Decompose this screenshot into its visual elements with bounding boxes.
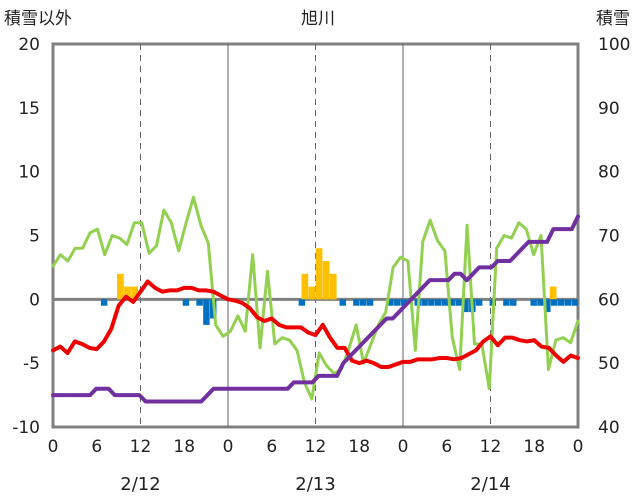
snow-decrease-bar xyxy=(509,299,517,306)
x-tick-label: 18 xyxy=(173,437,195,457)
snow-decrease-bar xyxy=(196,299,203,306)
snow-decrease-bar xyxy=(462,299,469,313)
y-tick-right: 40 xyxy=(598,418,620,438)
snow-decrease-bar xyxy=(100,299,108,306)
snow-decrease-bar xyxy=(475,299,483,306)
snow-decrease-bar xyxy=(366,299,374,306)
x-tick-label: 6 xyxy=(441,437,452,457)
y-axis-label-right: 積雪 xyxy=(596,9,630,29)
snow-decrease-bar xyxy=(448,299,456,306)
x-tick-label: 6 xyxy=(91,437,102,457)
snow-decrease-bar xyxy=(359,299,367,306)
temperature-line xyxy=(51,279,580,369)
x-tick-label: 18 xyxy=(348,437,370,457)
snowfall-bar xyxy=(124,286,131,300)
y-tick-left: 0 xyxy=(29,290,40,310)
snow-decrease-bar xyxy=(387,299,394,306)
snowfall-bar xyxy=(117,273,124,300)
y-tick-left: 10 xyxy=(18,163,40,183)
temp-range-line xyxy=(51,195,580,401)
snow-decrease-bar xyxy=(530,299,537,306)
x-tick-label: 12 xyxy=(130,437,152,457)
snow-decrease-bar xyxy=(400,299,408,306)
snow-decrease-bar xyxy=(203,299,210,325)
snow-decrease-bar xyxy=(339,299,347,306)
snow-decrease-bar xyxy=(557,299,565,306)
x-tick-label: 0 xyxy=(48,437,59,457)
x-tick-label: 6 xyxy=(266,437,277,457)
snowfall-bar xyxy=(301,273,309,300)
snow-decrease-bar xyxy=(503,299,510,306)
snow-decrease-bar xyxy=(455,299,462,306)
snowfall-bar xyxy=(308,286,316,300)
snow-decrease-bar xyxy=(428,299,435,306)
snow-decrease-bar xyxy=(353,299,360,306)
x-tick-label: 18 xyxy=(523,437,545,457)
y-tick-right: 50 xyxy=(598,354,620,374)
y-tick-right: 70 xyxy=(598,227,620,247)
snow-decrease-bar xyxy=(421,299,428,306)
date-label: 2/12 xyxy=(120,474,160,495)
snow-decrease-bar xyxy=(550,299,558,306)
y-tick-left: 15 xyxy=(18,99,40,119)
y-axis-label-left: 積雪以外 xyxy=(4,9,72,29)
x-tick-label: 12 xyxy=(480,437,502,457)
snow-decrease-bar xyxy=(544,299,551,313)
snow-decrease-bar xyxy=(182,299,190,306)
y-tick-left: 5 xyxy=(29,227,40,247)
y-tick-left: -10 xyxy=(12,418,40,438)
y-tick-left: 20 xyxy=(18,35,40,55)
snowfall-bar xyxy=(315,248,323,300)
x-tick-label: 0 xyxy=(223,437,234,457)
snow-decrease-bar xyxy=(571,299,578,306)
snowfall-bar xyxy=(131,286,138,300)
snow-decrease-bar xyxy=(434,299,442,306)
snow-decrease-bar xyxy=(298,299,306,306)
y-tick-right: 100 xyxy=(598,35,630,55)
snow-depth-line xyxy=(51,214,580,404)
snowfall-bar xyxy=(329,273,337,300)
y-tick-left: -5 xyxy=(23,354,40,374)
chart-title: 旭川 xyxy=(301,9,335,29)
snow-decrease-bar xyxy=(564,299,572,306)
snow-decrease-bar xyxy=(441,299,449,306)
snow-decrease-bar xyxy=(537,299,544,306)
y-tick-right: 60 xyxy=(598,290,620,310)
x-tick-label: 0 xyxy=(398,437,409,457)
y-tick-right: 90 xyxy=(598,99,620,119)
x-tick-label: 12 xyxy=(305,437,327,457)
snow-decrease-bar xyxy=(394,299,401,306)
snowfall-bar xyxy=(322,261,330,300)
x-tick-label: 0 xyxy=(573,437,584,457)
snowfall-bar xyxy=(549,286,557,300)
date-label: 2/13 xyxy=(295,474,335,495)
date-label: 2/14 xyxy=(470,474,510,495)
y-tick-right: 80 xyxy=(598,163,620,183)
